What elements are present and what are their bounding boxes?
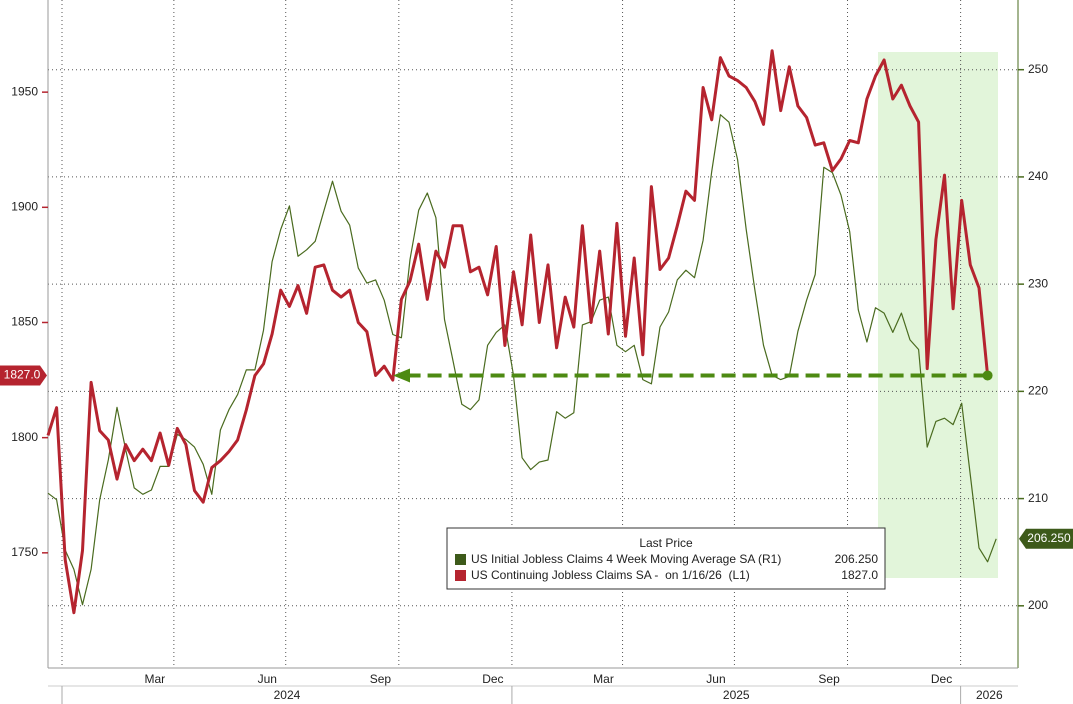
y-tick-label: 1900: [11, 199, 38, 213]
y2-tick-label: 250: [1028, 62, 1048, 76]
y2-tick-label: 230: [1028, 276, 1048, 290]
last-value-label: 1827.0: [4, 368, 41, 382]
legend: Last Price US Initial Jobless Claims 4 We…: [446, 527, 886, 590]
last-value-badge: [0, 365, 47, 386]
y2-tick-label: 200: [1028, 598, 1048, 612]
legend-swatch: [455, 554, 466, 565]
legend-title: Last Price: [639, 536, 693, 550]
y-tick-label: 1850: [11, 315, 38, 329]
last-value-badge: [1019, 528, 1073, 549]
x-tick-label: Mar: [144, 672, 165, 686]
highlight-region: [878, 52, 998, 578]
arrow-head: [393, 368, 410, 383]
x-tick-label: Dec: [482, 672, 503, 686]
x-tick-label: Jun: [706, 672, 725, 686]
x-tick-label: Mar: [593, 672, 614, 686]
x-tick-label: Dec: [931, 672, 952, 686]
x-tick-label: Sep: [818, 672, 840, 686]
y-tick-label: 1750: [11, 545, 38, 559]
year-label: 2025: [723, 688, 750, 702]
series-line: [47, 114, 997, 606]
y2-tick-label: 220: [1028, 384, 1048, 398]
year-label: 2026: [976, 688, 1003, 702]
x-tick-label: Sep: [370, 672, 392, 686]
legend-value: 206.250: [835, 552, 879, 566]
y2-tick-label: 240: [1028, 169, 1048, 183]
legend-value: 1827.0: [841, 568, 878, 582]
series-line: [46, 49, 990, 615]
legend-label: US Continuing Jobless Claims SA - on 1/1…: [471, 568, 750, 582]
year-label: 2024: [274, 688, 301, 702]
y-tick-label: 1800: [11, 430, 38, 444]
legend-box: [446, 527, 886, 590]
x-tick-label: Jun: [258, 672, 277, 686]
legend-label: US Initial Jobless Claims 4 Week Moving …: [471, 552, 781, 566]
y-tick-label: 1950: [11, 84, 38, 98]
y2-tick-label: 210: [1028, 491, 1048, 505]
legend-swatch: [455, 570, 466, 581]
last-value-label: 206.250: [1027, 531, 1071, 545]
annotation-dot: [982, 370, 993, 381]
